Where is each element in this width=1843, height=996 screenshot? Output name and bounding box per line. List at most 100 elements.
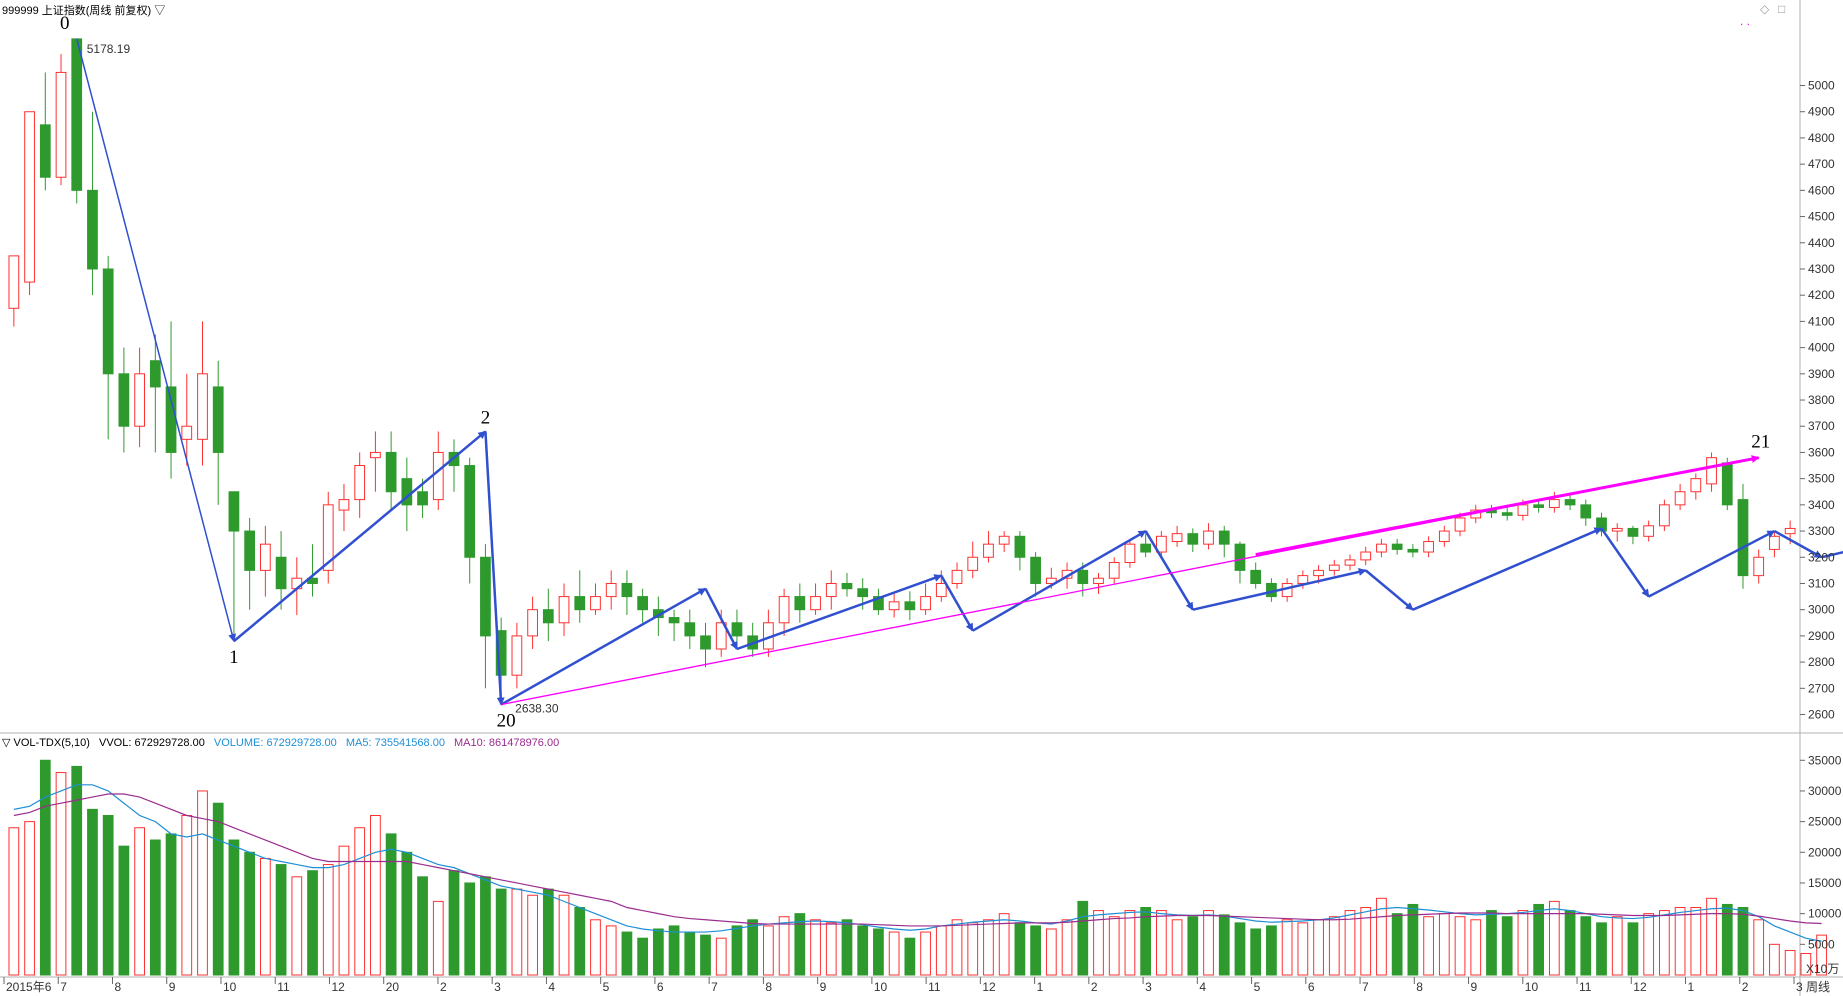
volume-bar [574, 907, 586, 976]
candle-body [228, 491, 240, 532]
price-tick-label: 4800 [1808, 131, 1835, 145]
volume-bar [715, 937, 727, 976]
volume-bar [857, 925, 869, 976]
volume-bar [291, 876, 303, 976]
volume-bar [1360, 907, 1372, 976]
candle-body [1548, 499, 1560, 508]
period-label: 周线 [1806, 980, 1830, 994]
price-tick-label: 4500 [1808, 210, 1835, 224]
volume-bar [1659, 910, 1670, 976]
price-tick-label: 3900 [1808, 367, 1835, 381]
time-tick-label: 6 [657, 980, 664, 994]
volume-bar [1061, 919, 1073, 976]
volume-bar [1171, 919, 1183, 976]
volume-bar [1580, 916, 1592, 976]
volume-bar [1737, 907, 1749, 976]
wave-label: 0 [60, 13, 70, 34]
volume-bar [307, 870, 318, 976]
volume-bar [1517, 910, 1529, 976]
volume-bar [71, 765, 83, 976]
wave-segment [1600, 527, 1650, 598]
trend-line-high [1255, 455, 1760, 557]
wave-segment [233, 430, 487, 643]
candle-body [825, 582, 837, 598]
volume-bar [401, 851, 413, 976]
volume-bar [1250, 928, 1262, 976]
candle-body [370, 451, 381, 459]
candle-body [1769, 535, 1780, 550]
volume-bar [1769, 943, 1780, 976]
volume-bar [605, 925, 617, 976]
candle-body [1564, 499, 1576, 506]
volume-bar [39, 759, 51, 976]
volume-bar [1706, 897, 1717, 976]
price-tick-label: 5000 [1808, 79, 1835, 93]
candle-body [149, 360, 161, 388]
volume-bar [1753, 919, 1765, 976]
time-tick-label: 11 [928, 980, 941, 994]
volume-ma-lines [13, 784, 1822, 942]
volume-bar [1045, 928, 1057, 976]
time-tick-label: 7 [1362, 980, 1369, 994]
volume-bar [1533, 903, 1545, 976]
price-tick-label: 2800 [1808, 655, 1835, 669]
maximize-icon[interactable]: □ [1778, 2, 1786, 16]
volume-bar [1077, 900, 1089, 976]
restore-icon[interactable]: ◇ [1760, 2, 1770, 16]
volume-bar [1548, 900, 1560, 976]
vol-vvol: VVOL: 672929728.00 [99, 737, 205, 749]
volume-bar [212, 802, 224, 976]
candle-body [1659, 504, 1670, 527]
volume-bar [1690, 907, 1702, 976]
volume-bar [1438, 913, 1450, 976]
vol-indicator-name[interactable]: ▽ VOL-TDX(5,10) [2, 737, 90, 749]
symbol-title[interactable]: 999999 上证指数(周线 前复权) ▽ [2, 5, 166, 17]
volume-bar [464, 882, 476, 976]
volume-tick-label: 20000 [1808, 845, 1842, 859]
candle-body [87, 189, 98, 270]
candle-body [1376, 543, 1387, 553]
wave-segment [484, 431, 505, 706]
wave-segment [1144, 530, 1194, 611]
candle-body [888, 601, 900, 611]
candle-body [24, 111, 35, 283]
candle-body [1155, 535, 1167, 553]
volume-bar [1328, 916, 1340, 976]
volume-bar [747, 919, 759, 976]
volume-ma10-line [13, 793, 1822, 927]
candle-body [1454, 517, 1466, 532]
time-tick-label: 5 [1254, 980, 1261, 994]
candle-body [1690, 478, 1702, 493]
wave-lines [76, 38, 1843, 706]
time-tick-label: 3 [494, 980, 501, 994]
volume-bar [1014, 922, 1026, 976]
candle-body [1438, 530, 1450, 543]
candle-body [1140, 543, 1152, 553]
candle-body [1124, 543, 1136, 564]
candle-body [684, 622, 696, 637]
volume-bar [1203, 910, 1214, 976]
candle-body [71, 38, 83, 191]
candle-body [338, 499, 350, 511]
candle-body [1234, 543, 1246, 571]
volume-bar [495, 888, 507, 976]
candle-body [1737, 499, 1749, 577]
volume-bar [1391, 913, 1403, 976]
volume-bar [511, 888, 523, 976]
indicator-dots[interactable]: . . [1740, 14, 1751, 28]
volume-bar [998, 913, 1010, 976]
volume-bar [24, 821, 35, 976]
volume-bar [55, 772, 67, 976]
price-tick-label: 3000 [1808, 603, 1835, 617]
time-tick-label: 3 [1796, 980, 1803, 994]
candle-body [1674, 491, 1686, 506]
volume-bar [1627, 922, 1639, 976]
volume-bar [778, 916, 790, 976]
time-tick-label: 1 [1037, 980, 1044, 994]
price-tick-label: 4100 [1808, 314, 1835, 328]
candle-body [1533, 504, 1545, 508]
candle-body [1407, 548, 1419, 553]
candle-body [810, 596, 821, 611]
candle-body [1753, 556, 1765, 577]
